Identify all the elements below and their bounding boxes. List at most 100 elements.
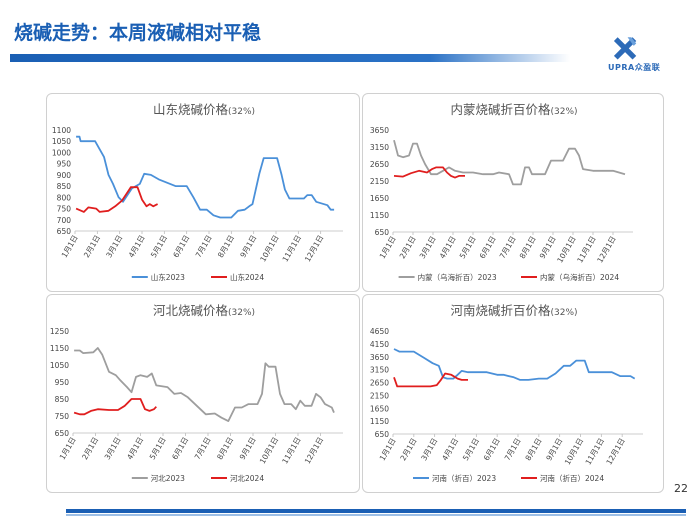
page-number: 22	[674, 482, 688, 495]
y-tick-label: 1250	[50, 327, 69, 336]
footer-stripe	[66, 509, 686, 516]
x-tick-label: 8月1日	[518, 235, 538, 261]
y-tick-label: 3150	[370, 366, 389, 375]
y-tick-label: 900	[57, 171, 72, 180]
x-tick-label: 4月1日	[438, 235, 458, 261]
x-tick-label: 3月1日	[418, 235, 438, 261]
series-line-2024	[393, 166, 465, 179]
x-tick-label: 11月1日	[584, 437, 606, 467]
y-tick-label: 1100	[52, 126, 71, 135]
chart-henan: 河南烧碱折百价格(32%) 650 1150 1650 2150 2650 3150 3650…	[370, 303, 643, 483]
x-tick-label: 2月1日	[398, 437, 418, 463]
y-tick-label: 750	[55, 412, 70, 421]
x-tick-label: 7月1日	[498, 235, 518, 261]
chart-panel-shandong: 山东烧碱价格(32%) 650 700 750 800 850 900 950 1000 1050…	[46, 93, 360, 292]
chart-neimenggu: 内蒙烧碱折百价格(32%) 650 1150 1650 2150 2650 3150 3650…	[370, 102, 633, 282]
y-tick-label: 750	[57, 205, 72, 214]
x-tick-label: 1月1日	[378, 437, 398, 463]
series-line-2023	[76, 135, 335, 219]
legend-label: 山东2024	[230, 272, 264, 282]
x-tick-label: 8月1日	[523, 437, 543, 463]
chart-title-suffix: (32%)	[228, 308, 255, 318]
x-tick-label: 7月1日	[503, 437, 523, 463]
y-tick-label: 3650	[370, 353, 389, 362]
chart-panel-neimenggu: 内蒙烧碱折百价格(32%) 650 1150 1650 2150 2650 3150 3650…	[362, 93, 664, 292]
x-tick-label: 12月1日	[604, 437, 626, 467]
legend-label: 内蒙（乌海折百）2024	[540, 272, 619, 282]
chart-panel-hebei: 河北烧碱价格(32%) 650 750 850 950 1050 1150 1250 1月1日 2…	[46, 294, 360, 493]
chart-title-suffix: (32%)	[228, 107, 255, 117]
x-tick-label: 1月1日	[58, 436, 78, 462]
series-line-2024	[75, 186, 159, 213]
x-tick-label: 11月1日	[280, 436, 302, 466]
y-tick-label: 950	[57, 160, 72, 169]
x-tick-label: 4月1日	[440, 437, 460, 463]
y-tick-label: 3650	[370, 126, 389, 135]
series-line-2023	[74, 347, 335, 422]
x-tick-label: 2月1日	[82, 234, 102, 260]
series-line-2024	[393, 372, 468, 388]
header-stripe	[10, 54, 570, 62]
x-tick-label: 5月1日	[458, 235, 478, 261]
x-tick-label: 5月1日	[461, 437, 481, 463]
chart-title: 内蒙烧碱折百价格(32%)	[450, 102, 577, 117]
y-tick-label: 650	[55, 429, 70, 438]
y-tick-label: 650	[375, 430, 390, 439]
slide-title: 烧碱走势：本周液碱相对平稳	[14, 22, 262, 44]
x-tick-label: 1月1日	[378, 235, 398, 261]
y-tick-label: 1650	[370, 404, 389, 413]
y-tick-label: 800	[57, 193, 72, 202]
y-tick-label: 950	[55, 378, 70, 387]
x-tick-label: 5月1日	[149, 234, 169, 260]
y-tick-label: 2150	[370, 391, 389, 400]
x-tick-label: 1月1日	[60, 234, 80, 260]
chart-title-main: 山东烧碱价格	[153, 102, 229, 117]
chart-title-main: 内蒙烧碱折百价格	[450, 102, 551, 117]
x-tick-label: 6月1日	[170, 436, 190, 462]
legend-label: 河北2023	[151, 474, 185, 483]
legend-label: 河南（折百）2024	[540, 473, 604, 483]
y-tick-label: 1050	[50, 361, 69, 370]
legend-label: 河南（折百）2023	[432, 473, 496, 483]
x-tick-label: 8月1日	[215, 436, 235, 462]
series-line-2024	[73, 398, 157, 416]
chart-panel-henan: 河南烧碱折百价格(32%) 650 1150 1650 2150 2650 3150 3650…	[362, 294, 664, 493]
x-tick-label: 7月1日	[193, 436, 213, 462]
x-tick-label: 4月1日	[127, 234, 147, 260]
x-tick-label: 10月1日	[258, 436, 280, 466]
y-tick-label: 1150	[370, 417, 389, 426]
y-tick-label: 650	[375, 228, 390, 237]
x-tick-label: 6月1日	[171, 234, 191, 260]
y-tick-label: 850	[55, 395, 70, 404]
x-tick-label: 9月1日	[544, 437, 564, 463]
y-tick-label: 4150	[370, 340, 389, 349]
x-tick-label: 10月1日	[258, 234, 280, 264]
x-tick-label: 6月1日	[478, 235, 498, 261]
x-tick-label: 11月1日	[281, 233, 303, 263]
chart-title: 河北烧碱价格(32%)	[153, 303, 255, 318]
y-tick-label: 850	[57, 182, 72, 191]
x-tick-label: 8月1日	[216, 234, 236, 260]
y-tick-label: 700	[57, 216, 72, 225]
chart-title-suffix: (32%)	[550, 308, 577, 318]
chart-title-main: 河南烧碱折百价格	[450, 303, 551, 318]
x-tick-label: 9月1日	[538, 235, 558, 261]
x-tick-label: 10月1日	[563, 437, 585, 467]
chart-title: 河南烧碱折百价格(32%)	[450, 303, 577, 318]
chart-title-main: 河北烧碱价格	[153, 303, 229, 318]
chart-hebei: 河北烧碱价格(32%) 650 750 850 950 1050 1150 1250 1月1日 2…	[50, 303, 343, 483]
x-tick-label: 5月1日	[148, 436, 168, 462]
x-tick-label: 12月1日	[303, 436, 325, 466]
x-tick-label: 9月1日	[238, 436, 258, 462]
legend-label: 山东2023	[151, 272, 185, 282]
x-tick-label: 2月1日	[80, 436, 100, 462]
y-tick-label: 1050	[52, 137, 71, 146]
x-tick-label: 6月1日	[482, 437, 502, 463]
y-tick-label: 3150	[370, 143, 389, 152]
series-line-2023	[393, 348, 636, 381]
y-tick-label: 1650	[370, 194, 389, 203]
x-tick-label: 7月1日	[194, 234, 214, 260]
legend-label: 河北2024	[230, 474, 264, 483]
x-tick-label: 2月1日	[398, 235, 418, 261]
logo-text: UPRA众盈联	[608, 63, 661, 72]
